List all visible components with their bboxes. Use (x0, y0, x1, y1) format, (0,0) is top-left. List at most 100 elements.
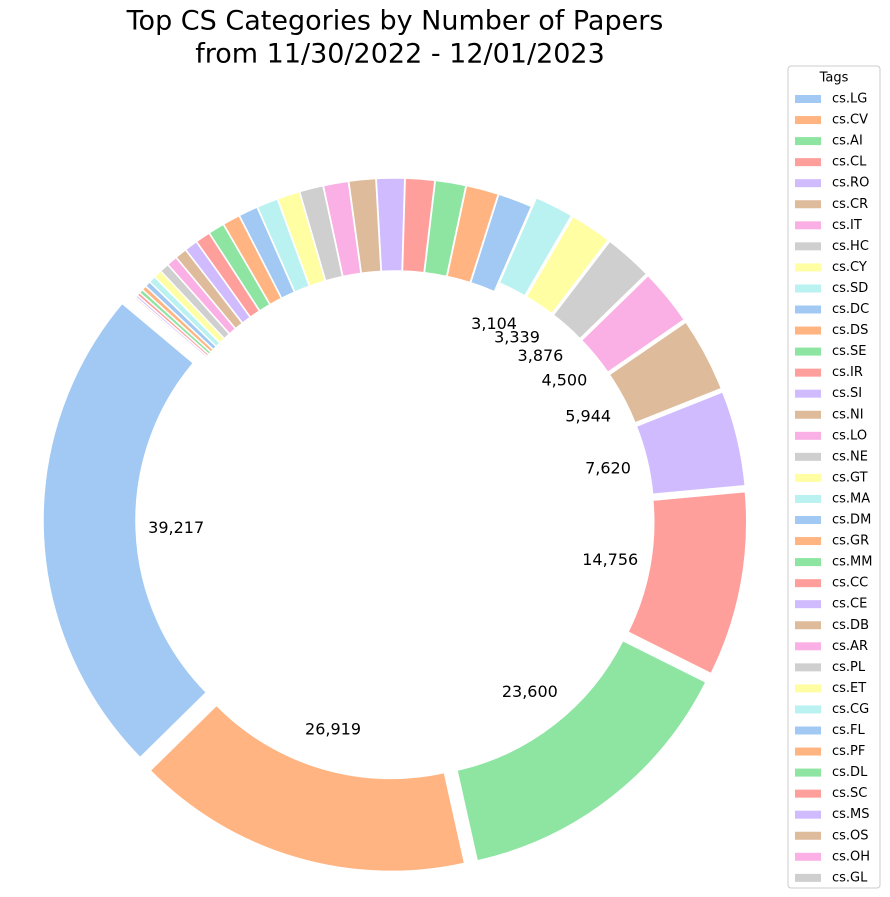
value-label: 3,339 (494, 328, 540, 347)
wedge (42, 302, 208, 759)
legend-label: cs.CG (832, 702, 869, 717)
legend-swatch (795, 368, 821, 377)
legend-title: Tags (819, 71, 849, 86)
legend-label: cs.LO (832, 428, 867, 443)
legend-label: cs.OS (832, 828, 869, 843)
legend-swatch (795, 494, 821, 503)
legend-swatch (795, 263, 821, 272)
legend-swatch (795, 326, 821, 335)
legend-swatch (795, 389, 821, 398)
wedge (626, 490, 748, 675)
legend-swatch (795, 116, 821, 125)
legend-label: cs.GT (832, 470, 868, 485)
chart-title: Top CS Categories by Number of Papers (126, 6, 664, 37)
legend-label: cs.DS (832, 323, 868, 338)
legend-label: cs.NI (832, 407, 864, 422)
legend-label: cs.FL (832, 723, 866, 738)
legend-label: cs.SD (832, 281, 868, 296)
legend-label: cs.CY (832, 260, 867, 275)
wedge (580, 274, 686, 374)
legend-label: cs.SC (832, 786, 867, 801)
value-label: 4,500 (541, 371, 587, 390)
legend-swatch (795, 242, 821, 251)
legend-label: cs.OH (832, 849, 870, 864)
legend-swatch (795, 663, 821, 672)
legend-swatch (795, 537, 821, 546)
legend-swatch (795, 410, 821, 419)
legend-label: cs.IR (832, 365, 863, 380)
wedge (635, 390, 747, 496)
legend-label: cs.MS (832, 807, 870, 822)
value-label: 26,919 (305, 720, 361, 739)
legend-swatch (795, 705, 821, 714)
wedge (552, 240, 648, 340)
legend-label: cs.AI (832, 134, 863, 149)
legend-swatch (795, 158, 821, 167)
legend-swatch (795, 452, 821, 461)
legend-label: cs.DC (832, 302, 869, 317)
legend-swatch (795, 347, 821, 356)
wedge (131, 298, 206, 361)
legend-label: cs.HC (832, 239, 869, 254)
legend-label: cs.CC (832, 576, 868, 591)
legend-swatch (795, 873, 821, 882)
legend-swatch (795, 473, 821, 482)
legend-swatch (795, 810, 821, 819)
legend-box (787, 65, 881, 889)
legend-swatch (795, 516, 821, 524)
value-label: 5,944 (565, 406, 611, 425)
chart-subtitle: from 11/30/2022 - 12/01/2023 (195, 39, 605, 70)
value-label: 23,600 (502, 682, 558, 701)
legend-swatch (795, 642, 821, 651)
legend-swatch (795, 768, 821, 777)
legend-label: cs.CV (832, 113, 868, 128)
wedge (456, 639, 707, 862)
legend-swatch (795, 684, 821, 693)
legend-label: cs.SI (832, 386, 862, 401)
legend-swatch (795, 789, 821, 798)
legend-swatch (795, 558, 821, 567)
legend-label: cs.LG (832, 92, 867, 107)
legend-swatch (795, 831, 821, 840)
legend-label: cs.CE (832, 597, 867, 612)
legend-label: cs.MM (832, 555, 873, 570)
legend-swatch (795, 284, 821, 293)
legend-swatch (795, 305, 821, 314)
legend-swatch (795, 95, 821, 103)
legend-label: cs.NE (832, 449, 868, 464)
legend-swatch (795, 200, 821, 209)
legend-label: cs.DB (832, 618, 869, 633)
value-label: 39,217 (148, 518, 204, 537)
legend-label: cs.GR (832, 534, 869, 549)
legend-label: cs.CR (832, 197, 868, 212)
wedge (149, 704, 466, 873)
legend-swatch (795, 221, 821, 230)
legend-swatch (795, 137, 821, 146)
value-label: 14,756 (582, 550, 638, 569)
legend-swatch (795, 579, 821, 588)
wedge (608, 320, 723, 424)
legend-label: cs.GL (832, 870, 868, 885)
value-label: 3,104 (471, 314, 517, 333)
legend-swatch (795, 431, 821, 440)
legend-label: cs.PF (832, 744, 865, 759)
wedge (525, 215, 610, 315)
value-label: 3,876 (518, 346, 564, 365)
legend-label: cs.RO (832, 176, 869, 191)
legend-label: cs.IT (832, 218, 862, 233)
legend-label: cs.ET (832, 681, 866, 696)
legend-label: cs.PL (832, 660, 866, 675)
legend-swatch (795, 621, 821, 630)
legend-label: cs.DM (832, 513, 871, 528)
legend-swatch (795, 852, 821, 861)
legend-swatch (795, 600, 821, 609)
wedge (498, 196, 573, 297)
legend-label: cs.DL (832, 765, 868, 780)
legend-label: cs.MA (832, 491, 870, 506)
legend-swatch (795, 726, 821, 735)
legend-swatch (795, 179, 821, 188)
legend-label: cs.AR (832, 639, 868, 654)
legend-label: cs.CL (832, 155, 867, 170)
legend-label: cs.SE (832, 344, 867, 359)
